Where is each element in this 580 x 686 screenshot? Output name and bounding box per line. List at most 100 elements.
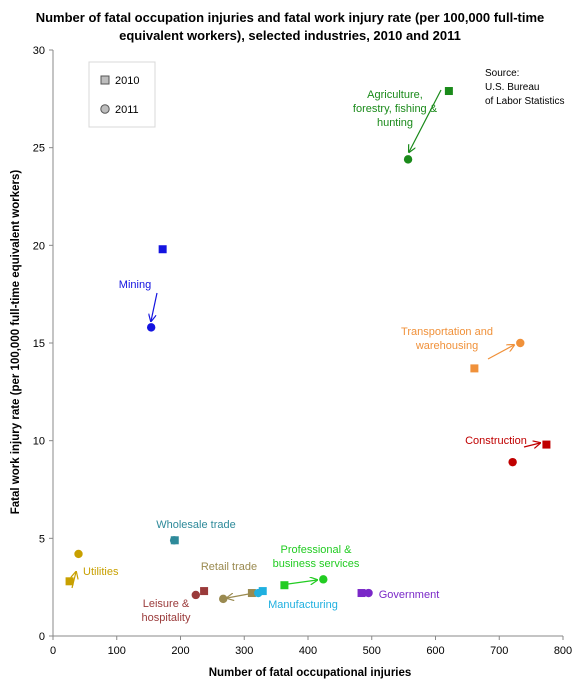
y-tick-label: 5 — [39, 533, 45, 545]
legend-2011-marker — [100, 104, 110, 114]
utilities-2010-point — [65, 577, 74, 586]
leisure-label: Leisure & hospitality — [142, 598, 191, 624]
utilities-label: Utilities — [83, 566, 119, 578]
series-transportation — [470, 338, 525, 373]
construction-2011-point — [508, 457, 517, 467]
source-line-2: U.S. Bureau — [485, 82, 539, 93]
utilities-label-line: Utilities — [83, 566, 119, 578]
y-tick-label: 20 — [33, 240, 45, 252]
chart-title-line-1: Number of fatal occupation injuries and … — [36, 10, 545, 25]
mining-label-line: Mining — [119, 279, 151, 291]
series-retail — [219, 589, 256, 604]
series-agriculture — [403, 87, 453, 164]
data-series — [65, 87, 551, 604]
agriculture-2011-point — [403, 155, 413, 164]
series-wholesale — [169, 536, 179, 545]
transportation-label-line: warehousing — [415, 340, 478, 352]
transportation-2010-point — [470, 364, 479, 373]
retail-label: Retail trade — [201, 561, 257, 573]
x-axis-title: Number of fatal occupational injuries — [209, 667, 412, 679]
tick-labels: 0 100 200 300 400 500 600 700 800 0 5 10 15 20 25 30 — [33, 45, 572, 657]
manufacturing-2011-point — [254, 588, 263, 598]
x-tick-label: 0 — [50, 645, 56, 657]
legend-box — [88, 61, 156, 128]
industry-labels: Agriculture, forestry, fishing & hunting Mi… — [83, 89, 527, 624]
wholesale-label-line: Wholesale trade — [156, 519, 236, 531]
legend-2010-marker — [100, 75, 110, 85]
professional-label: Professional & business services — [273, 544, 360, 570]
construction-label-line: Construction — [465, 435, 527, 447]
agriculture-2010-point — [444, 87, 453, 96]
retail-label-line: Retail trade — [201, 561, 257, 573]
professional-label-line: business services — [273, 558, 360, 570]
series-leisure — [191, 587, 209, 600]
construction-2010-point — [542, 440, 551, 449]
series-professional — [280, 575, 328, 590]
manufacturing-2010-point — [258, 587, 267, 596]
y-tick-label: 30 — [33, 45, 45, 57]
transportation-label: Transportation and warehousing — [401, 326, 493, 352]
legend-2010-label: 2010 — [115, 75, 139, 87]
agriculture-label-line: Agriculture, — [367, 89, 423, 101]
series-construction — [508, 440, 551, 467]
series-manufacturing — [254, 587, 267, 598]
leisure-label-line: hospitality — [142, 612, 191, 624]
axes — [49, 49, 564, 640]
source-note: Source: U.S. Bureau of Labor Statistics — [485, 68, 564, 107]
y-tick-label: 10 — [33, 436, 45, 448]
construction-change-arrow — [523, 443, 540, 447]
x-tick-label: 300 — [235, 645, 253, 657]
chart-title-line-2: equivalent workers), selected industries… — [119, 28, 461, 43]
legend-2011-label: 2011 — [115, 104, 139, 116]
agriculture-change-arrow — [409, 89, 442, 152]
source-line-1: Source: — [485, 68, 519, 79]
y-tick-label: 15 — [33, 338, 45, 350]
transportation-change-arrow — [487, 345, 514, 360]
series-government — [357, 588, 373, 598]
government-2011-point — [364, 588, 373, 598]
utilities-2011-point — [74, 549, 83, 559]
transportation-2011-point — [516, 338, 525, 348]
mining-change-arrow — [151, 292, 158, 321]
government-label-line: Government — [379, 589, 440, 601]
y-tick-label: 25 — [33, 143, 45, 155]
mining-label: Mining — [119, 279, 151, 291]
y-tick-label: 0 — [39, 631, 45, 643]
leisure-label-line: Leisure & — [143, 598, 190, 610]
government-label: Government — [379, 589, 440, 601]
x-tick-label: 100 — [108, 645, 126, 657]
manufacturing-label: Manufacturing — [268, 599, 338, 611]
x-tick-label: 800 — [554, 645, 572, 657]
x-tick-label: 400 — [299, 645, 317, 657]
series-mining — [146, 245, 167, 332]
manufacturing-label-line: Manufacturing — [268, 599, 338, 611]
x-tick-label: 700 — [490, 645, 508, 657]
agriculture-label: Agriculture, forestry, fishing & hunting — [353, 89, 438, 129]
x-tick-label: 500 — [363, 645, 381, 657]
retail-2010-point — [247, 589, 256, 598]
agriculture-label-line: hunting — [377, 117, 413, 129]
x-tick-label: 200 — [171, 645, 189, 657]
legend: 2010 2011 — [88, 61, 156, 128]
series-utilities — [65, 549, 83, 589]
professional-change-arrow — [287, 580, 317, 584]
agriculture-label-line: forestry, fishing & — [353, 103, 438, 115]
professional-2011-point — [319, 575, 328, 584]
wholesale-label: Wholesale trade — [156, 519, 236, 531]
wholesale-2011-point — [169, 536, 179, 545]
government-2010-point — [357, 589, 366, 598]
transportation-label-line: Transportation and — [401, 326, 493, 338]
x-tick-label: 600 — [426, 645, 444, 657]
mining-2011-point — [146, 323, 156, 332]
utilities-change-arrow — [72, 572, 76, 589]
professional-label-line: Professional & — [281, 544, 353, 556]
mining-2010-point — [158, 245, 167, 254]
professional-2010-point — [280, 581, 289, 590]
leisure-2011-point — [191, 590, 200, 600]
source-line-3: of Labor Statistics — [485, 96, 564, 107]
y-axis-title: Fatal work injury rate (per 100,000 full… — [10, 170, 22, 515]
construction-label: Construction — [465, 435, 527, 447]
retail-2011-point — [219, 594, 228, 604]
leisure-2010-point — [200, 587, 209, 596]
